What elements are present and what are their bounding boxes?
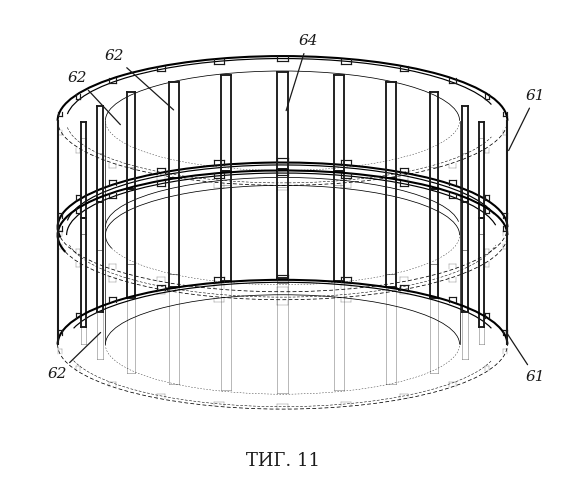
Text: 62: 62 [104, 49, 173, 110]
Text: 62: 62 [68, 72, 120, 124]
Text: 61: 61 [508, 89, 545, 150]
Text: ΤИГ. 11: ΤИГ. 11 [246, 452, 319, 470]
Text: 61: 61 [506, 332, 545, 384]
Text: 62: 62 [48, 332, 101, 382]
Text: 64: 64 [286, 34, 318, 110]
